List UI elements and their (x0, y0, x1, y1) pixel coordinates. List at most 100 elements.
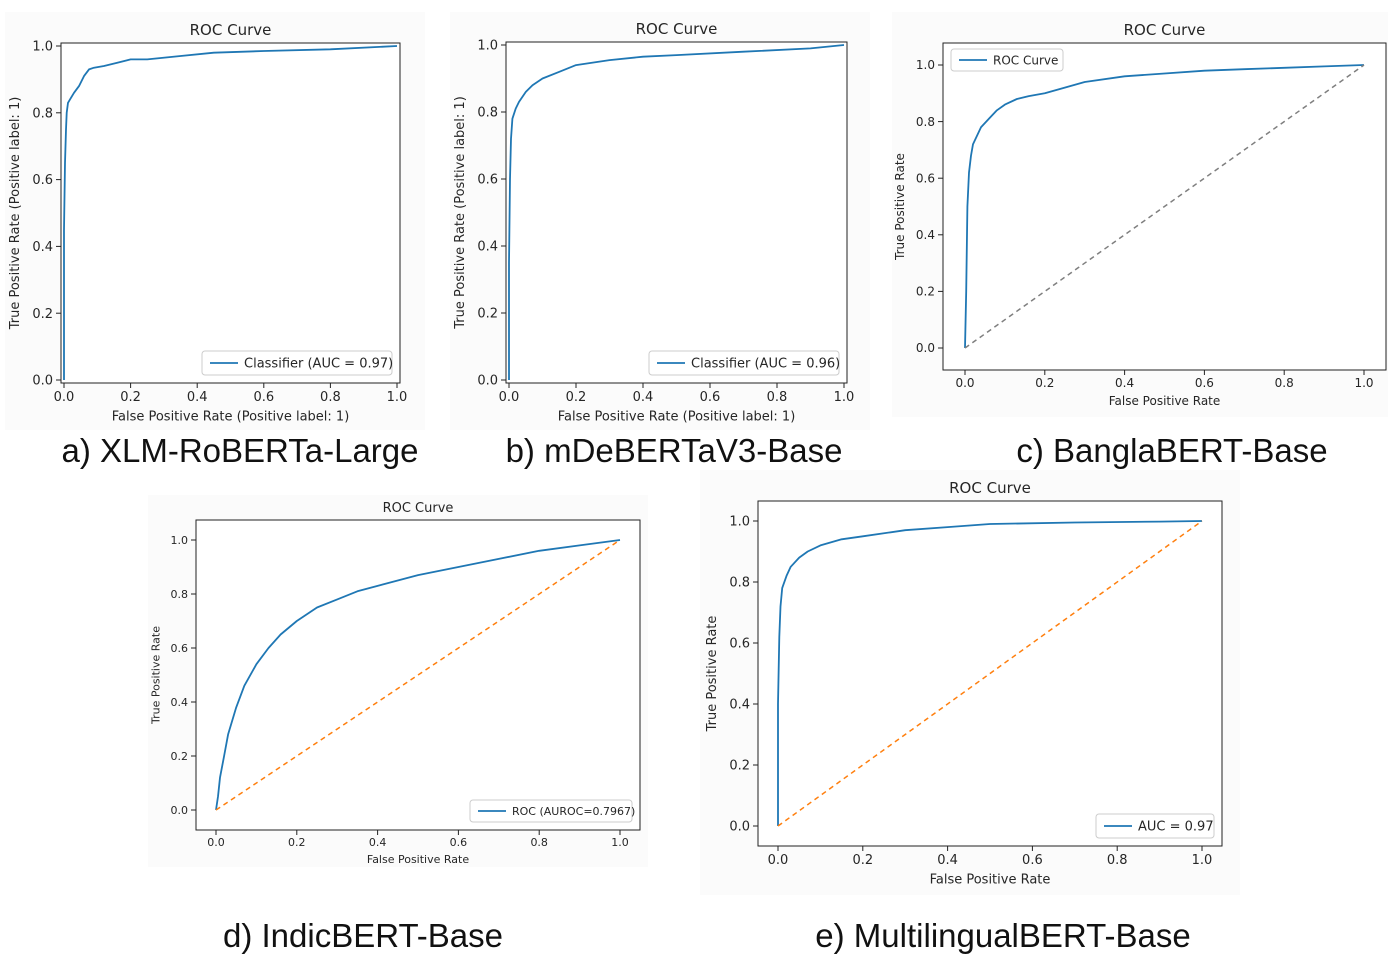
panel-a-ytick-label: 0.6 (32, 173, 53, 188)
panel-d-chart: ROC Curve 0.0 0.2 0.4 0.6 0.8 1.0 0.0 0.2 0.4 0.6 0… (149, 501, 641, 866)
panel-e-roc-line (777, 520, 1203, 826)
panel-e-xtick-label: 0.4 (937, 853, 958, 868)
panel-a-xtick-label: 0.0 (54, 390, 75, 405)
panel-c-ytick-label: 0.4 (916, 228, 935, 242)
panel-a-axes-frame (60, 42, 401, 384)
panel-c-legend-label: ROC Curve (993, 53, 1058, 67)
panel-e-xtick-label: 0.0 (768, 853, 789, 868)
panel-d-legend-label: ROC (AUROC=0.7967) (512, 805, 635, 818)
panel-e-legend-box (1095, 813, 1215, 839)
panel-c-xlabel: False Positive Rate (1109, 394, 1221, 408)
panel-a-ytick-label: 1.0 (32, 40, 53, 55)
panel-c-ytick-label: 0.8 (916, 115, 935, 129)
panel-c-ylabel: True Positive Rate (893, 153, 907, 261)
panel-e-xtick-label: 1.0 (1192, 853, 1213, 868)
caption-a: a) XLM-RoBERTa-Large (61, 432, 419, 469)
panel-e-ytick-label: 0.6 (729, 637, 750, 652)
panel-c-ytick-label: 1.0 (916, 58, 935, 72)
panel-a-xtick-label: 0.4 (187, 390, 208, 405)
panel-d-xtick-label: 0.0 (207, 836, 225, 849)
panel-a-chart: ROC Curve 0.0 0.2 0.4 0.6 0.8 1.0 0.0 0.2 0.4 0.6 0… (8, 21, 407, 424)
panel-b-xtick-label: 0.0 (499, 390, 520, 405)
panel-d-xtick-label: 0.2 (288, 836, 306, 849)
panel-e-xlabel: False Positive Rate (930, 872, 1051, 887)
panel-e-ytick-label: 0.8 (729, 576, 750, 591)
panel-d-axes-frame (195, 519, 641, 831)
panel-c-xtick-label: 0.2 (1035, 376, 1054, 390)
panel-d-ytick-label: 0.0 (171, 804, 189, 817)
panel-d-title: ROC Curve (383, 501, 454, 516)
panel-c-roc-line (964, 64, 1365, 349)
panel-e-ytick-label: 0.0 (729, 820, 750, 835)
panel-a-xtick-label: 0.6 (253, 390, 274, 405)
panel-e-ytick-label: 1.0 (729, 515, 750, 530)
panel-d-xtick-label: 0.8 (530, 836, 548, 849)
panel-a-xtick-label: 0.8 (320, 390, 341, 405)
panel-a-roc-line (63, 45, 398, 380)
panel-d-xtick-label: 1.0 (611, 836, 629, 849)
panel-c-ytick-label: 0.6 (916, 171, 935, 185)
panel-b-xtick-label: 0.4 (633, 390, 654, 405)
panel-a-xlabel: False Positive Rate (Positive label: 1) (112, 409, 350, 424)
panel-b-roc-line (508, 44, 845, 380)
panel-d-ytick-label: 0.6 (171, 642, 189, 655)
panel-e-ytick-label: 0.4 (729, 698, 750, 713)
panel-b-axes-frame (505, 41, 848, 384)
panel-c-legend-box (950, 48, 1064, 72)
panel-e-xtick-label: 0.2 (852, 853, 873, 868)
panel-e-xtick-label: 0.6 (1022, 853, 1043, 868)
panel-d-roc-line (215, 539, 621, 811)
panel-b-ytick-label: 0.2 (477, 307, 498, 322)
panel-b-ylabel: True Positive Rate (Positive label: 1) (453, 96, 468, 330)
panel-e-chart: ROC Curve 0.0 0.2 0.4 0.6 0.8 1.0 0.0 0.2 0.4 0.6 0… (705, 479, 1223, 887)
panel-a-legend-label: Classifier (AUC = 0.97) (244, 357, 393, 372)
panel-a-ytick-label: 0.0 (32, 374, 53, 389)
panel-d-xtick-label: 0.4 (369, 836, 387, 849)
panel-b-legend-label: Classifier (AUC = 0.96) (691, 357, 840, 372)
panel-a-xtick-label: 0.2 (120, 390, 141, 405)
panel-b-xtick-label: 0.6 (700, 390, 721, 405)
panel-b-xtick-label: 0.2 (566, 390, 587, 405)
caption-c: c) BanglaBERT-Base (1016, 432, 1328, 469)
panel-b-ytick-label: 0.0 (477, 374, 498, 389)
panel-d-ytick-label: 1.0 (171, 534, 189, 547)
panel-d-xtick-label: 0.6 (450, 836, 468, 849)
panel-a-title: ROC Curve (190, 21, 272, 39)
panel-b-ytick-label: 1.0 (477, 39, 498, 54)
caption-b: b) mDeBERTaV3-Base (505, 432, 843, 469)
panel-e-ylabel: True Positive Rate (705, 616, 720, 733)
panel-a-ytick-label: 0.8 (32, 106, 53, 121)
panel-e-xtick-label: 0.8 (1107, 853, 1128, 868)
panel-e-chance-line (777, 520, 1203, 827)
panel-a-ylabel: True Positive Rate (Positive label: 1) (8, 97, 23, 331)
panel-c-xtick-label: 0.6 (1195, 376, 1214, 390)
panel-c-ytick-label: 0.2 (916, 285, 935, 299)
panel-c-xtick-label: 0.4 (1115, 376, 1134, 390)
panel-a-ytick-label: 0.4 (32, 240, 53, 255)
panel-c-title: ROC Curve (1124, 21, 1206, 39)
panel-a-legend-box (201, 350, 393, 376)
panel-d-ylabel: True Positive Rate (149, 626, 162, 725)
panel-b-xtick-label: 1.0 (834, 390, 855, 405)
panel-d-ytick-label: 0.4 (171, 696, 189, 709)
panel-b-ytick-label: 0.4 (477, 240, 498, 255)
panel-b-chart: ROC Curve 0.0 0.2 0.4 0.6 0.8 1.0 0.0 0.2 0.4 0.6 0… (453, 20, 854, 424)
caption-e: e) MultilingualBERT-Base (815, 917, 1191, 954)
panel-c-chart: ROC Curve 0.0 0.2 0.4 0.6 0.8 1.0 0.0 0.2 0.4 0.6 0… (893, 21, 1387, 408)
panel-d-xlabel: False Positive Rate (367, 853, 469, 866)
panel-c-xtick-label: 0.8 (1275, 376, 1294, 390)
panel-b-title: ROC Curve (636, 20, 718, 38)
panel-d-legend-box (469, 799, 633, 823)
panel-b-xtick-label: 0.8 (767, 390, 788, 405)
panel-c-xtick-label: 1.0 (1354, 376, 1373, 390)
panel-c-xtick-label: 0.0 (955, 376, 974, 390)
panel-a-xtick-label: 1.0 (387, 390, 408, 405)
panel-b-legend-box (648, 350, 840, 376)
panel-e-title: ROC Curve (949, 479, 1031, 497)
panel-b-xlabel: False Positive Rate (Positive label: 1) (558, 409, 796, 424)
panel-c-ytick-label: 0.0 (916, 341, 935, 355)
panel-e-legend-label: AUC = 0.97 (1138, 820, 1214, 835)
panel-c-chance-line (964, 64, 1365, 349)
panel-b-ytick-label: 0.6 (477, 173, 498, 188)
caption-d: d) IndicBERT-Base (222, 917, 504, 954)
